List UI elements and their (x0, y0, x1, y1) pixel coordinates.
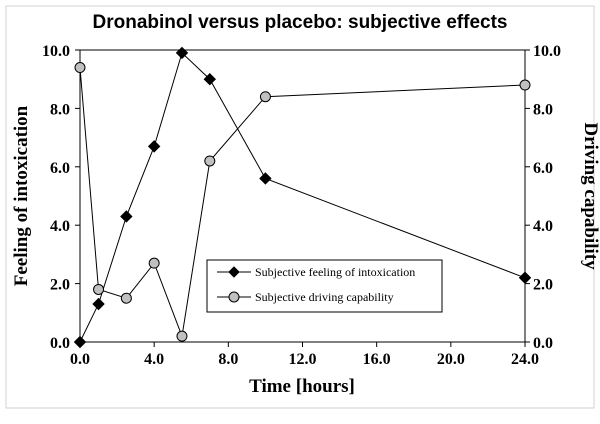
y-tick-label: 8.0 (50, 101, 70, 118)
x-axis: 0.0 4.0 8.0 12.0 16.0 20.0 24.0 (70, 342, 539, 368)
y2-tick-label: 0.0 (533, 335, 553, 352)
data-point-diamond (147, 140, 161, 153)
x-tick-label: 4.0 (144, 351, 164, 368)
data-point-circle (176, 330, 188, 342)
y-axis-right: 0.0 2.0 4.0 6.0 8.0 10.0 (525, 43, 561, 352)
y-tick-label: 0.0 (50, 335, 70, 352)
y-tick-label: 6.0 (50, 160, 70, 177)
x-tick-label: 8.0 (218, 351, 238, 368)
chart-title: Dronabinol versus placebo: subjective ef… (93, 12, 508, 33)
y2-tick-label: 2.0 (533, 277, 553, 294)
y-tick-label: 2.0 (50, 277, 70, 294)
x-tick-label: 0.0 (70, 351, 90, 368)
data-point-diamond (120, 210, 133, 223)
y-axis-left: 0.0 2.0 4.0 6.0 8.0 10.0 (42, 43, 80, 352)
data-point-circle (204, 155, 216, 167)
y2-tick-label: 4.0 (533, 218, 553, 235)
data-point-circle (259, 91, 271, 103)
y-tick-label: 10.0 (42, 43, 70, 60)
legend-marker-driving (228, 291, 240, 303)
y-axis-title: Feeling of intoxication (11, 105, 32, 286)
data-point-circle (148, 257, 160, 269)
chart-outer-border (5, 5, 595, 409)
y2-tick-label: 10.0 (533, 43, 561, 60)
y2-axis-title: Driving capability (580, 122, 600, 270)
y2-tick-label: 6.0 (533, 160, 553, 177)
legend: Subjective feeling of intoxication Subje… (206, 259, 443, 313)
data-point-diamond (175, 46, 189, 60)
x-axis-title: Time [hours] (249, 376, 355, 397)
x-tick-label: 12.0 (289, 351, 317, 368)
data-point-circle (519, 79, 531, 91)
data-point-circle (74, 62, 86, 74)
data-point-diamond (518, 271, 532, 284)
legend-label-intoxication: Subjective feeling of intoxication (255, 265, 415, 279)
data-point-diamond (203, 72, 216, 86)
x-tick-label: 24.0 (511, 351, 539, 368)
y2-tick-label: 8.0 (533, 101, 553, 118)
series-layer (73, 46, 532, 349)
data-point-circle (93, 283, 105, 295)
y-tick-label: 4.0 (50, 218, 70, 235)
legend-marker-intoxication (228, 266, 240, 278)
data-point-diamond (92, 297, 105, 311)
x-tick-label: 16.0 (363, 351, 391, 368)
legend-box (206, 259, 443, 313)
data-point-diamond (73, 335, 87, 349)
data-point-diamond (259, 172, 272, 185)
data-point-circle (120, 292, 132, 304)
x-tick-label: 20.0 (437, 351, 465, 368)
legend-label-driving: Subjective driving capability (255, 290, 394, 304)
series-driving-capability (74, 62, 531, 342)
